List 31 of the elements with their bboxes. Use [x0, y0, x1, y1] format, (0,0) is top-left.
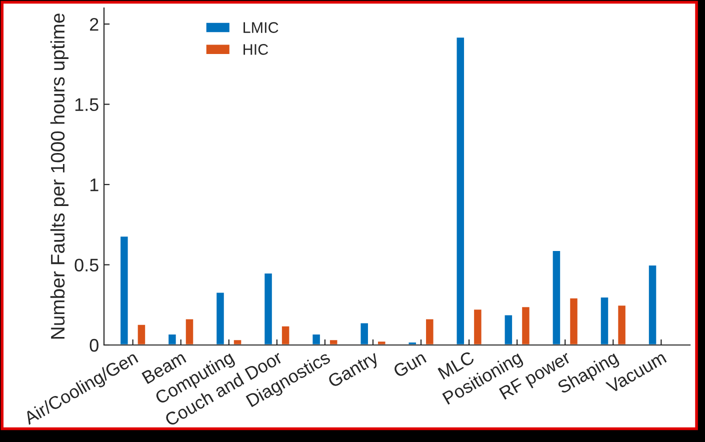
legend-label: HIC: [244, 44, 268, 55]
bar: [184, 318, 195, 345]
bar: [648, 264, 658, 345]
bar: [167, 333, 178, 345]
y-axis-title: Number Faults per 1000 hours uptime: [50, 14, 68, 339]
bar: [551, 250, 562, 345]
y-tick-label: 1: [90, 178, 98, 192]
bar: [455, 36, 466, 345]
bar: [568, 296, 579, 345]
bar: [328, 338, 339, 345]
bar: [503, 314, 514, 345]
bar: [424, 318, 435, 345]
bar: [311, 333, 322, 345]
bar: [359, 322, 370, 345]
bar: [520, 306, 531, 345]
y-tick-label: 2: [90, 18, 98, 31]
bar: [263, 272, 274, 345]
legend-label: LMIC: [244, 22, 278, 33]
bar: [119, 235, 130, 345]
bar: [599, 296, 610, 345]
bar: [136, 323, 146, 345]
bar: [616, 304, 627, 345]
bar: [215, 291, 226, 345]
bar: [280, 325, 291, 345]
bar: [407, 341, 418, 345]
bar: [232, 338, 243, 345]
x-tick-label: Gun: [392, 350, 427, 378]
y-tick-label: 0.5: [74, 258, 98, 272]
y-tick-label: 0: [90, 338, 98, 352]
bar: [472, 308, 483, 345]
y-tick-label: 1.5: [75, 98, 98, 112]
